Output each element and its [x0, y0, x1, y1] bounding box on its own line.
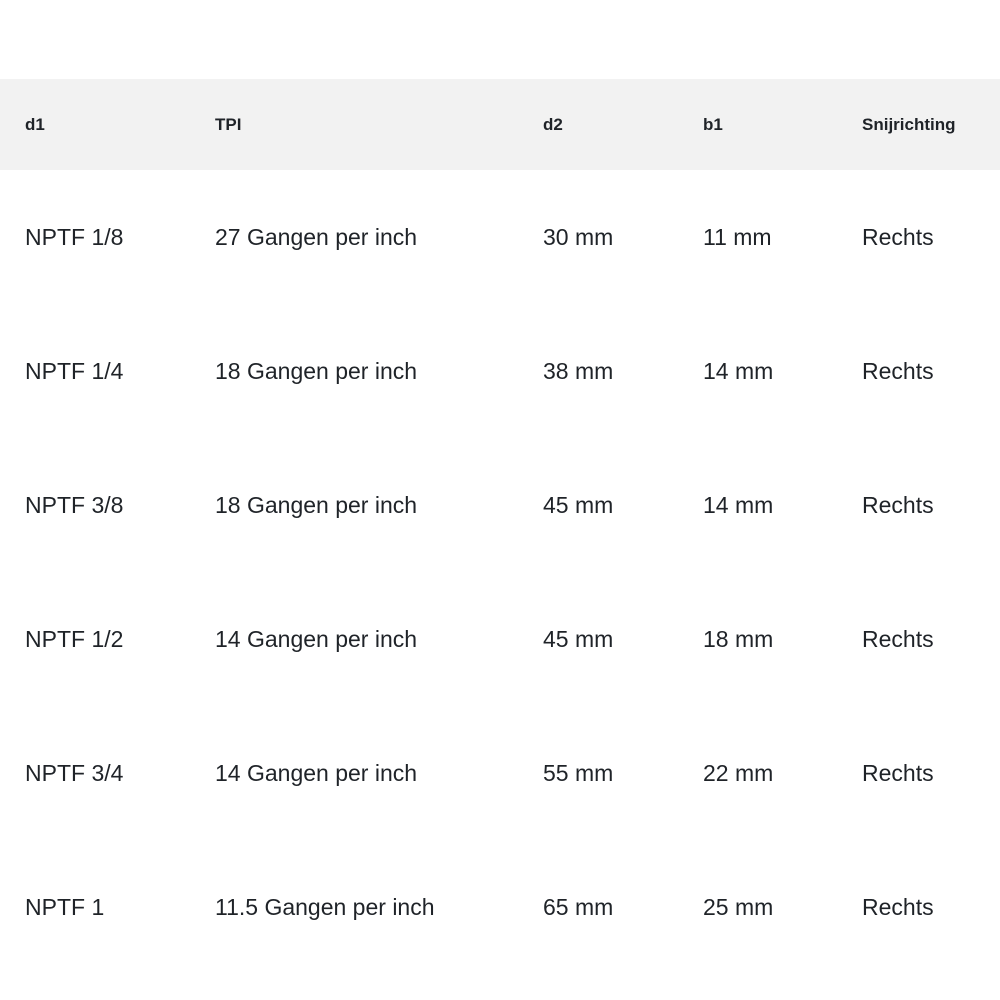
cell-tpi: 27 Gangen per inch — [215, 223, 418, 250]
table-header: d1 TPI d2 b1 Snijrichting — [0, 79, 1000, 170]
cell-tpi: 14 Gangen per inch — [215, 625, 418, 652]
cell-d2: 30 mm — [543, 223, 614, 250]
cell-snijrichting: Rechts — [862, 223, 934, 250]
cell-d1: NPTF 3/8 — [25, 491, 124, 518]
cell-b1: 11 mm — [703, 223, 772, 250]
cell-snijrichting: Rechts — [862, 357, 934, 384]
table-row: NPTF 3/4 14 Gangen per inch 55 mm 22 mm Rech… — [0, 706, 1000, 840]
cell-d2: 38 mm — [543, 357, 614, 384]
cell-d1: NPTF 1/2 — [25, 625, 124, 652]
cell-snijrichting: Rechts — [862, 759, 934, 786]
cell-b1: 25 mm — [703, 893, 774, 920]
cell-d2: 65 mm — [543, 893, 614, 920]
table-row: NPTF 3/8 18 Gangen per inch 45 mm 14 mm Rech… — [0, 438, 1000, 572]
table-body: NPTF 1/8 27 Gangen per inch 30 mm 11 mm Rech… — [0, 170, 1000, 974]
cell-d1: NPTF 1/4 — [25, 357, 124, 384]
table-row: NPTF 1/2 14 Gangen per inch 45 mm 18 mm Rech… — [0, 572, 1000, 706]
cell-d1: NPTF 3/4 — [25, 759, 124, 786]
cell-tpi: 18 Gangen per inch — [215, 491, 418, 518]
cell-b1: 18 mm — [703, 625, 774, 652]
cell-snijrichting: Rechts — [862, 625, 934, 652]
cell-d2: 55 mm — [543, 759, 614, 786]
cell-d2: 45 mm — [543, 491, 614, 518]
cell-tpi: 11.5 Gangen per inch — [215, 893, 435, 920]
cell-tpi: 14 Gangen per inch — [215, 759, 418, 786]
cell-b1: 14 mm — [703, 491, 774, 518]
cell-d1: NPTF 1/8 — [25, 223, 124, 250]
cell-b1: 22 mm — [703, 759, 774, 786]
header-tpi: TPI — [215, 114, 242, 134]
table-row: NPTF 1/4 18 Gangen per inch 38 mm 14 mm Rech… — [0, 304, 1000, 438]
specs-table: d1 TPI d2 b1 Snijrichting NPTF 1/8 27 Gan… — [0, 79, 1000, 974]
cell-d2: 45 mm — [543, 625, 614, 652]
cell-b1: 14 mm — [703, 357, 774, 384]
header-d2: d2 — [543, 114, 563, 134]
header-b1: b1 — [703, 114, 723, 134]
cell-tpi: 18 Gangen per inch — [215, 357, 418, 384]
cell-snijrichting: Rechts — [862, 893, 934, 920]
header-snijrichting: Snijrichting — [862, 114, 956, 134]
table-row: NPTF 1/8 27 Gangen per inch 30 mm 11 mm Rech… — [0, 170, 1000, 304]
header-d1: d1 — [25, 114, 45, 134]
cell-snijrichting: Rechts — [862, 491, 934, 518]
cell-d1: NPTF 1 — [25, 893, 105, 920]
table-row: NPTF 1 11.5 Gangen per inch 65 mm 25 mm Rech… — [0, 840, 1000, 974]
